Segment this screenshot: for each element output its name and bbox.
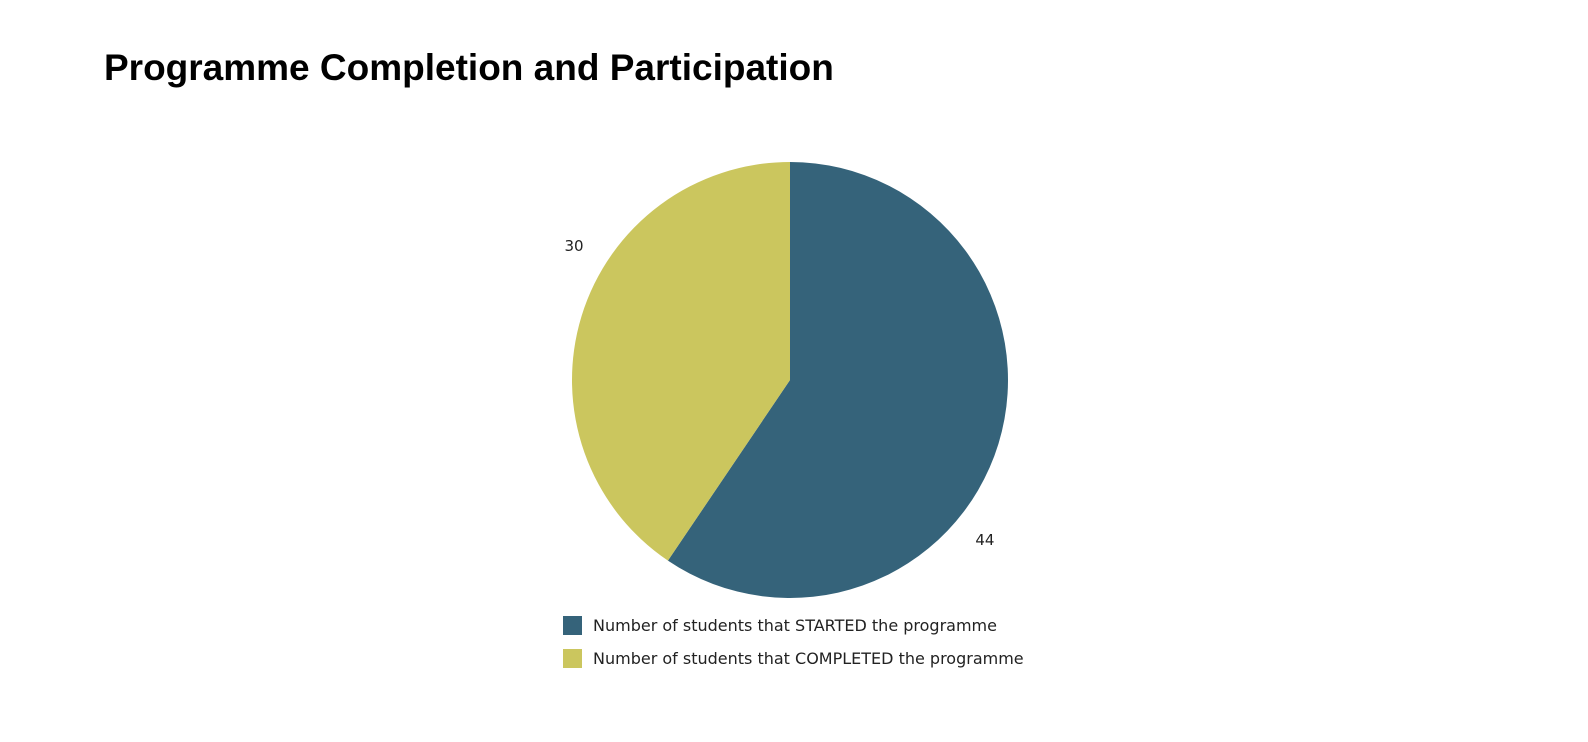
pie-data-label-1: 44 [975, 531, 994, 549]
pie-data-labels: 44 30 [565, 237, 995, 549]
pie-data-label-2: 30 [565, 237, 584, 255]
legend-swatch-2 [563, 649, 582, 668]
pie-slice-1 [667, 162, 1008, 598]
legend-label-2: Number of students that COMPLETED the pr… [593, 649, 1024, 668]
legend: Number of students that STARTED the prog… [563, 616, 1024, 668]
pie-slices [571, 162, 1008, 598]
pie-slice-2 [571, 162, 790, 561]
legend-label-1: Number of students that STARTED the prog… [593, 616, 997, 635]
legend-swatch-1 [563, 616, 582, 635]
page-title: Programme Completion and Participation [104, 47, 834, 88]
